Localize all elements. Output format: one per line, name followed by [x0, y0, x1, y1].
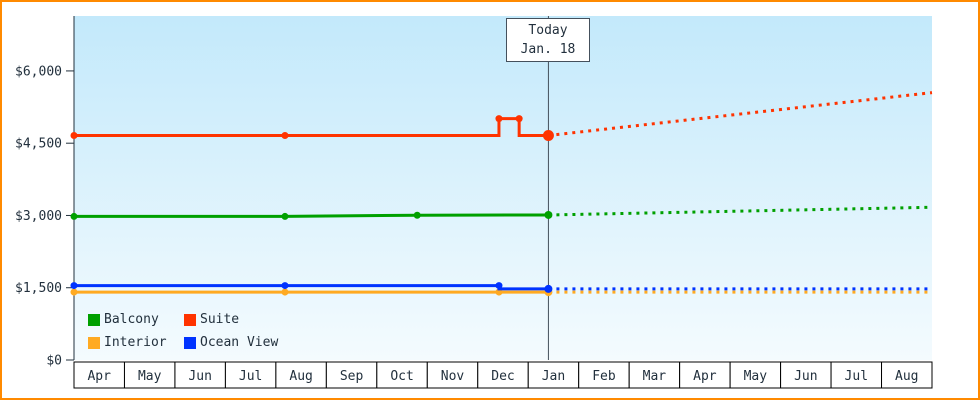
legend-label-ocean-view: Ocean View [200, 335, 279, 350]
month-label: Aug [895, 369, 918, 384]
month-cell [780, 361, 832, 389]
month-label: Apr [87, 369, 111, 384]
month-label: Jul [239, 369, 262, 384]
month-cell [578, 361, 630, 389]
month-label: Sep [340, 369, 364, 384]
month-cell [325, 361, 378, 389]
data-point-suite [495, 115, 503, 123]
y-axis-label: $1,500 [15, 281, 62, 296]
balcony-swatch-icon [88, 313, 100, 326]
legend-item-balcony: Balcony [88, 312, 184, 327]
month-label: Oct [390, 369, 413, 384]
month-cell [426, 361, 479, 389]
month-label: Mar [643, 369, 667, 384]
y-axis-label: $6,000 [15, 64, 62, 79]
series-line-balcony [74, 213, 549, 218]
legend-label-balcony: Balcony [104, 312, 159, 327]
month-label: Jul [845, 369, 868, 384]
y-axis-label: $0 [46, 354, 62, 369]
series-forecast-suite [548, 91, 933, 137]
y-axis-label: $3,000 [15, 209, 62, 224]
today-date: Jan. 18 [520, 42, 576, 57]
month-label: Nov [441, 369, 465, 384]
legend-item-ocean-view: Ocean View [184, 335, 278, 350]
data-point-suite [515, 115, 523, 123]
month-cell [123, 361, 176, 389]
legend-label-suite: Suite [200, 312, 240, 327]
month-label: Dec [491, 369, 514, 384]
today-point-ocean-view [544, 284, 553, 293]
month-label: Apr [693, 369, 717, 384]
suite-swatch-icon [184, 313, 196, 326]
data-point-balcony [281, 212, 289, 220]
today-label: Today [528, 23, 568, 38]
month-cell [527, 361, 580, 389]
legend-item-suite: Suite [184, 312, 278, 327]
series-line-suite [74, 117, 549, 137]
month-cell [73, 361, 125, 389]
legend-label-interior: Interior [104, 335, 167, 350]
today-point-balcony [544, 210, 553, 219]
month-label: Jun [188, 369, 211, 384]
today-marker-box: Today Jan. 18 [506, 18, 590, 62]
data-point-ocean-view [70, 282, 78, 290]
data-point-balcony [413, 211, 421, 219]
month-cell [679, 361, 731, 389]
data-point-ocean-view [495, 282, 503, 290]
interior-swatch-icon [88, 336, 100, 349]
today-point-suite [542, 129, 554, 141]
data-point-suite [281, 131, 289, 139]
month-label: Jan [542, 369, 565, 384]
month-cell [376, 361, 428, 389]
month-cell [729, 361, 782, 389]
data-point-balcony [70, 212, 78, 220]
month-cell [174, 361, 226, 389]
data-point-interior [281, 288, 289, 296]
month-cell [881, 361, 933, 389]
legend-item-interior: Interior [88, 335, 184, 350]
legend: Balcony Suite Interior Ocean View [88, 312, 278, 350]
data-point-suite [70, 131, 78, 139]
month-label: May [744, 369, 768, 384]
month-label: Feb [592, 369, 616, 384]
data-point-ocean-view [281, 282, 289, 290]
month-label: Jun [794, 369, 817, 384]
plot-area [74, 16, 932, 360]
ocean-view-swatch-icon [184, 336, 196, 349]
month-label: May [138, 369, 162, 384]
month-label: Aug [289, 369, 312, 384]
data-point-interior [70, 288, 78, 296]
month-cell [628, 361, 681, 389]
y-axis-label: $4,500 [15, 137, 62, 152]
